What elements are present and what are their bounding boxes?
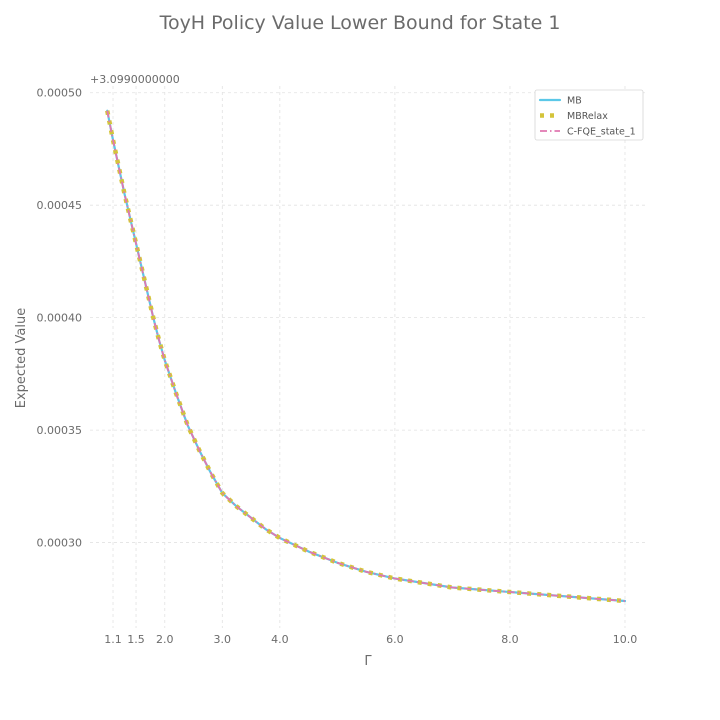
x-tick-label: 10.0 <box>613 633 638 646</box>
y-tick-label: 0.00050 <box>37 87 83 100</box>
series-line-mbrelax <box>105 110 626 604</box>
x-axis-label: Γ <box>364 654 372 669</box>
y-axis-label: Expected Value <box>14 308 29 408</box>
x-tick-label: 6.0 <box>386 633 404 646</box>
y-axis-offset-label: +3.0990000000 <box>90 73 180 86</box>
legend-label: MBRelax <box>567 111 608 122</box>
legend-label: MB <box>567 96 582 107</box>
x-tick-label: 2.0 <box>156 633 174 646</box>
legend: MB MBRelax C-FQE_state_1 <box>534 89 644 141</box>
x-axis-ticks: 1.1 1.5 2.0 3.0 4.0 6.0 8.0 10.0 <box>104 633 637 646</box>
series-lines <box>105 109 627 604</box>
y-axis-ticks: 0.00030 0.00035 0.00040 0.00045 0.00050 <box>37 87 83 550</box>
series-line-c-fqe-state-1 <box>106 110 626 602</box>
series-line-mb <box>106 109 627 603</box>
y-tick-label: 0.00045 <box>37 199 83 212</box>
legend-label: C-FQE_state_1 <box>567 127 636 138</box>
y-tick-label: 0.00040 <box>37 312 83 325</box>
x-tick-label: 1.5 <box>127 633 145 646</box>
x-tick-label: 3.0 <box>214 633 232 646</box>
x-tick-label: 4.0 <box>271 633 289 646</box>
chart-title: ToyH Policy Value Lower Bound for State … <box>159 12 561 34</box>
y-tick-label: 0.00035 <box>37 424 83 437</box>
x-tick-label: 8.0 <box>501 633 519 646</box>
x-tick-label: 1.1 <box>104 633 122 646</box>
legend-box <box>534 89 644 141</box>
y-tick-label: 0.00030 <box>37 537 83 550</box>
grid <box>90 86 648 628</box>
